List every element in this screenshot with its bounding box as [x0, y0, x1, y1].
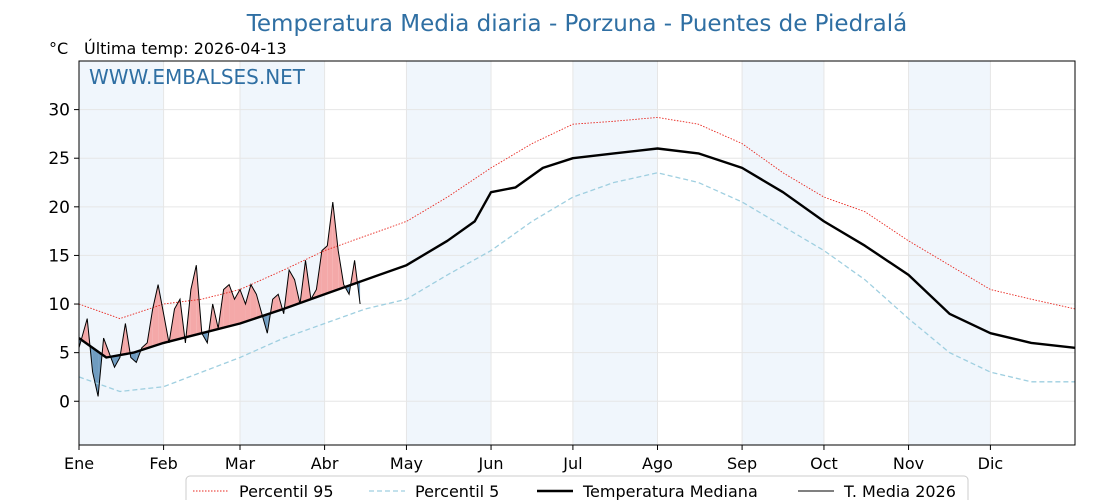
x-tick-label: Oct	[810, 454, 838, 473]
y-tick-label: 25	[48, 149, 70, 169]
above-median-fill	[223, 284, 230, 328]
series-t-media-2026	[79, 201, 361, 397]
above-median-fill	[229, 284, 235, 327]
above-median-fill	[250, 284, 257, 320]
y-tick-label: 0	[59, 392, 70, 412]
y-unit-label: °C	[49, 39, 68, 58]
above-median-fill	[332, 201, 339, 292]
x-tick-label: Mar	[225, 454, 256, 473]
x-tick-label: Dic	[978, 454, 1004, 473]
month-shade-band	[742, 61, 824, 445]
above-median-fill	[174, 299, 180, 341]
x-tick-label: Nov	[893, 454, 924, 473]
y-tick-label: 10	[48, 295, 70, 315]
above-median-fill	[289, 270, 295, 307]
x-tick-label: Jul	[562, 454, 582, 473]
month-shade-band	[908, 61, 991, 445]
x-tick-label: Feb	[149, 454, 177, 473]
above-median-fill	[158, 284, 164, 345]
above-median-fill	[321, 245, 328, 296]
above-median-fill	[152, 284, 159, 347]
month-shade-band	[406, 61, 492, 445]
above-median-fill	[245, 284, 251, 322]
series-temperatura-mediana	[79, 147, 1075, 359]
chart-title: Temperatura Media diaria - Porzuna - Pue…	[246, 11, 907, 37]
x-tick-label: Jun	[478, 454, 504, 473]
below-median-fill	[130, 351, 137, 363]
above-median-fill	[239, 289, 246, 324]
plot-frame	[78, 60, 1076, 446]
series-percentil-95	[79, 116, 1075, 320]
watermark: WWW.EMBALSES.NET	[89, 65, 306, 89]
above-median-fill	[234, 289, 240, 325]
y-tick-label: 15	[48, 246, 70, 266]
above-median-fill	[272, 294, 279, 313]
y-tick-label: 5	[59, 344, 70, 364]
x-tick-label: May	[390, 454, 423, 473]
legend-label: Percentil 95	[239, 482, 334, 500]
legend-box	[185, 475, 969, 500]
series-lines	[79, 116, 1075, 397]
month-shade-band	[79, 61, 164, 445]
legend: Percentil 95 Percentil 5 Temperatura Media…	[185, 475, 969, 500]
month-shade-band	[572, 61, 658, 445]
x-tick-label: Abr	[311, 454, 339, 473]
x-tick-label: Ene	[64, 454, 94, 473]
legend-label: T. Media 2026	[843, 482, 956, 500]
month-shading	[79, 61, 991, 445]
month-shade-band	[239, 61, 325, 445]
legend-label: Temperatura Mediana	[582, 482, 758, 500]
below-median-fill	[92, 347, 99, 397]
legend-label: Percentil 5	[415, 482, 499, 500]
axes: 0 5 10 15 20 25 30 Ene Feb Mar Abr May Jun Jul Ago Sep O…	[48, 101, 1003, 473]
chart-subtitle: Última temp: 2026-04-13	[84, 39, 287, 58]
y-tick-label: 20	[48, 198, 70, 218]
above-median-fill	[190, 265, 197, 336]
y-tick-label: 30	[48, 101, 70, 121]
series-percentil-5	[79, 172, 1075, 393]
x-tick-label: Sep	[727, 454, 757, 473]
x-tick-label: Ago	[642, 454, 673, 473]
above-median-fill	[327, 201, 333, 294]
